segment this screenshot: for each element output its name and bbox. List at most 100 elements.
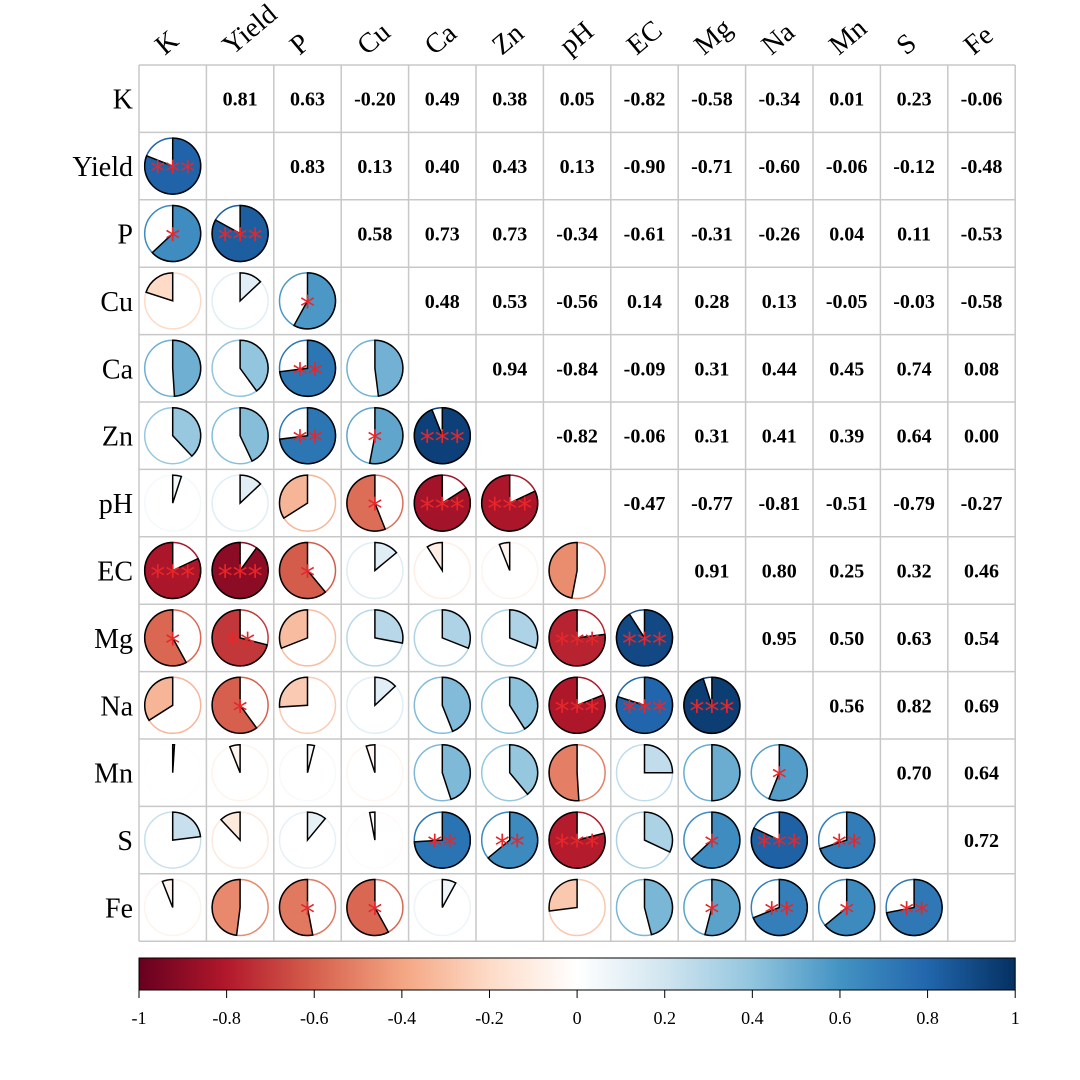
- row-label-k: K: [113, 85, 133, 116]
- pie-zn-yield: [211, 406, 269, 465]
- pie-na-mg: ***: [683, 676, 741, 735]
- pie-ec-ca: [413, 541, 472, 600]
- pie-na-p: [278, 676, 337, 735]
- colorbar-tick-label: 0.2: [653, 1008, 676, 1028]
- coef-ec-mn: 0.25: [829, 561, 864, 583]
- pie-fe-na: **: [750, 878, 809, 937]
- pie-zn-k: [143, 406, 202, 465]
- significance-ph-ca: ***: [420, 492, 465, 527]
- coef-zn-na: 0.41: [762, 426, 797, 448]
- coef-zn-mg: 0.31: [694, 426, 729, 448]
- row-label-na: Na: [100, 691, 133, 722]
- significance-s-mg: *: [704, 829, 719, 864]
- coef-cu-zn: 0.53: [492, 291, 527, 313]
- pie-fe-mn: *: [817, 878, 876, 937]
- pie-s-ec: [615, 811, 674, 869]
- pie-mn-na: *: [750, 743, 809, 802]
- pie-p-k: *: [143, 204, 202, 263]
- colorbar-tick-label: 1: [1011, 1008, 1020, 1028]
- colorbar-tick-label: 0.8: [916, 1008, 939, 1028]
- coef-ph-s: -0.79: [893, 493, 935, 515]
- pie-s-mn: **: [817, 811, 876, 869]
- pie-ca-k: [143, 339, 202, 398]
- coef-ca-s: 0.74: [897, 358, 932, 380]
- coef-yield-na: -0.60: [758, 156, 800, 178]
- coef-s-fe: 0.72: [964, 830, 999, 852]
- coef-ca-ph: -0.84: [556, 358, 598, 380]
- significance-s-zn: **: [495, 829, 525, 864]
- pie-ec-ph: [548, 541, 606, 600]
- significance-ec-p: *: [300, 560, 315, 595]
- pie-ec-k: ***: [143, 541, 202, 600]
- pie-na-ec: ***: [615, 676, 674, 735]
- coef-ca-mg: 0.31: [694, 358, 729, 380]
- coef-yield-ec: -0.90: [624, 156, 666, 178]
- significance-fe-mn: *: [839, 897, 854, 932]
- coef-yield-fe: -0.48: [961, 156, 1003, 178]
- row-label-fe: Fe: [105, 894, 133, 925]
- significance-s-mn: **: [832, 829, 862, 864]
- pie-s-cu: [346, 811, 404, 869]
- pie-na-ph: ***: [548, 676, 606, 735]
- coef-zn-fe: 0.00: [964, 426, 999, 448]
- significance-na-ph: ***: [555, 694, 600, 729]
- coef-k-mn: 0.01: [829, 89, 864, 111]
- pie-ca-cu: [346, 339, 404, 398]
- pie-s-mg: *: [683, 811, 741, 869]
- colorbar-tick-label: 0.6: [829, 1008, 852, 1028]
- significance-zn-cu: *: [367, 425, 382, 460]
- coef-cu-na: 0.13: [762, 291, 797, 313]
- coef-k-p: 0.63: [290, 89, 325, 111]
- pie-ec-zn: [480, 541, 539, 600]
- col-label-fe: Fe: [958, 20, 999, 62]
- coef-p-s: 0.11: [897, 224, 931, 246]
- pie-zn-ca: ***: [413, 406, 472, 465]
- significance-ph-cu: *: [367, 492, 382, 527]
- coef-k-zn: 0.38: [492, 89, 527, 111]
- colorbar-tick-label: 0.4: [741, 1008, 764, 1028]
- row-label-mn: Mn: [94, 759, 133, 790]
- pie-fe-ca: [413, 878, 472, 937]
- col-label-mg: Mg: [688, 13, 738, 62]
- significance-na-yield: *: [233, 694, 248, 729]
- significance-na-mg: ***: [689, 694, 734, 729]
- significance-s-na: ***: [757, 829, 802, 864]
- coef-p-mn: 0.04: [829, 224, 864, 246]
- coef-ph-ec: -0.47: [624, 493, 666, 515]
- pie-s-ca: **: [413, 811, 472, 869]
- coef-k-s: 0.23: [897, 89, 932, 111]
- pie-mn-cu: [346, 743, 404, 802]
- pie-mn-mg: [683, 743, 741, 802]
- coef-p-ca: 0.73: [425, 224, 460, 246]
- significance-ph-zn: ***: [487, 492, 532, 527]
- pie-fe-yield: [211, 878, 269, 937]
- colorbar-tick-label: 0: [573, 1008, 582, 1028]
- pie-na-k: [143, 676, 202, 735]
- coef-ph-na: -0.81: [758, 493, 800, 515]
- coef-cu-s: -0.03: [893, 291, 935, 313]
- coef-k-fe: -0.06: [961, 89, 1003, 111]
- coef-ca-fe: 0.08: [964, 358, 999, 380]
- coef-ec-na: 0.80: [762, 561, 797, 583]
- pie-cu-yield: [211, 272, 269, 330]
- colorbar-tick-label: -0.4: [388, 1008, 417, 1028]
- significance-zn-p: **: [293, 425, 323, 460]
- row-label-p: P: [117, 220, 133, 251]
- pie-mg-ph: ***: [548, 609, 606, 667]
- colorbar-tick-label: -0.8: [212, 1008, 241, 1028]
- coef-mg-na: 0.95: [762, 628, 797, 650]
- coef-cu-ph: -0.56: [556, 291, 598, 313]
- coef-ca-ec: -0.09: [624, 358, 666, 380]
- coef-ca-mn: 0.45: [829, 358, 864, 380]
- coef-k-ph: 0.05: [560, 89, 595, 111]
- significance-p-yield: ***: [218, 223, 263, 258]
- significance-s-ph: ***: [555, 829, 600, 864]
- coef-ca-na: 0.44: [762, 358, 797, 380]
- pie-mn-zn: [480, 743, 539, 802]
- significance-fe-cu: *: [367, 897, 382, 932]
- coef-k-na: -0.34: [758, 89, 800, 111]
- coef-ph-mg: -0.77: [691, 493, 733, 515]
- pie-mn-k: [143, 743, 202, 802]
- coef-mg-fe: 0.54: [964, 628, 999, 650]
- col-label-k: K: [149, 25, 184, 62]
